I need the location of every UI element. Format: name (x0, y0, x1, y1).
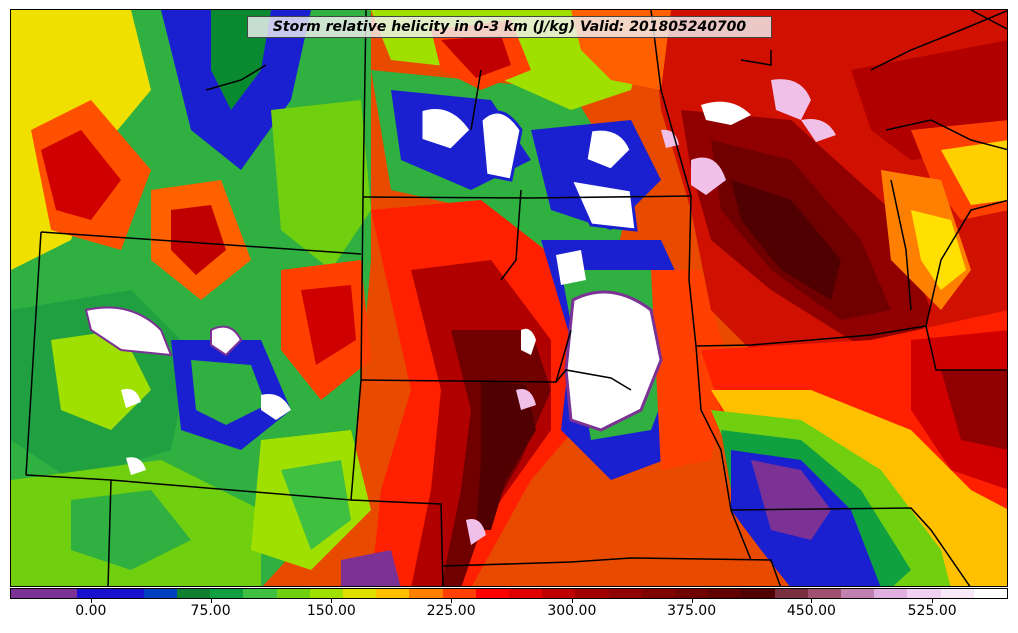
colorbar-segment (442, 589, 476, 598)
colorbar-segment (940, 589, 974, 598)
colorbar-tick-label: 375.00 (667, 603, 717, 619)
helicity-field (11, 10, 1007, 586)
colorbar-segment (243, 589, 277, 598)
colorbar-tick-label: 225.00 (426, 603, 476, 619)
colorbar-segment (542, 589, 576, 598)
colorbar (10, 588, 1008, 599)
colorbar-segment (641, 589, 676, 598)
colorbar-tick-mark (691, 599, 693, 603)
colorbar-segment (774, 589, 808, 598)
colorbar-segment (77, 589, 111, 598)
colorbar-tick-mark (90, 599, 92, 603)
colorbar-segment (575, 589, 609, 598)
helicity-map: Storm relative helicity in 0-3 km (J/kg)… (10, 9, 1008, 587)
colorbar-segment (608, 589, 642, 598)
colorbar-tick-label: 150.00 (306, 603, 356, 619)
colorbar-segment (475, 589, 510, 598)
colorbar-tick-label: 75.00 (190, 603, 231, 619)
colorbar-tick-mark (811, 599, 813, 603)
colorbar-tick-mark (932, 599, 934, 603)
colorbar-segment (509, 589, 543, 598)
colorbar-segment (409, 589, 443, 598)
colorbar-segment (11, 589, 45, 598)
colorbar-tick-label: 450.00 (786, 603, 836, 619)
colorbar-segment (309, 589, 344, 598)
colorbar-segment (841, 589, 875, 598)
colorbar-segment (343, 589, 377, 598)
colorbar-segment (110, 589, 144, 598)
colorbar-segment (177, 589, 211, 598)
colorbar-segment (973, 589, 1008, 598)
colorbar-segment (210, 589, 244, 598)
colorbar-segment (376, 589, 410, 598)
colorbar-tick-mark (210, 599, 212, 603)
colorbar-segment (708, 589, 742, 598)
colorbar-segment (143, 589, 178, 598)
colorbar-tick-label: 300.00 (547, 603, 597, 619)
colorbar-tick-mark (331, 599, 333, 603)
colorbar-segment (874, 589, 908, 598)
colorbar-tick-mark (571, 599, 573, 603)
colorbar-segment (807, 589, 842, 598)
colorbar-segment (44, 589, 78, 598)
colorbar-segment (907, 589, 941, 598)
colorbar-ticks (10, 599, 1008, 605)
colorbar-tick-label: 0.00 (75, 603, 107, 619)
colorbar-tick-mark (451, 599, 453, 603)
colorbar-segment (675, 589, 709, 598)
map-title: Storm relative helicity in 0-3 km (J/kg)… (247, 16, 772, 38)
state-boundaries (25, 10, 1007, 586)
colorbar-tick-label: 525.00 (907, 603, 957, 619)
colorbar-segment (276, 589, 310, 598)
colorbar-segment (741, 589, 775, 598)
